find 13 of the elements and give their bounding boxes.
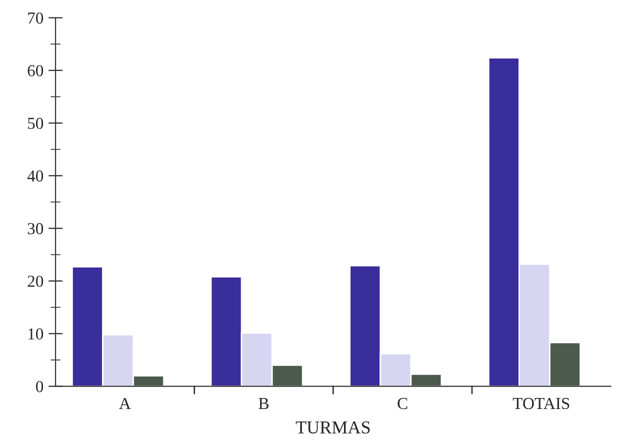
y-tick-label: 40: [27, 170, 44, 182]
x-tick-label: A: [119, 398, 131, 409]
x-axis-title: TURMAS: [296, 421, 370, 434]
x-tick-label: TOTAIS: [512, 398, 570, 410]
x-tick-label: B: [258, 398, 269, 410]
y-tick-label: 60: [28, 65, 44, 76]
y-tick-label: 50: [28, 118, 44, 129]
y-tick-label: 30: [28, 223, 44, 234]
y-tick-label: 70: [28, 12, 44, 24]
y-tick-label: 0: [36, 380, 44, 392]
y-tick-label: 20: [28, 276, 44, 287]
y-tick-label: 10: [28, 328, 44, 340]
x-tick-label: C: [398, 398, 408, 410]
